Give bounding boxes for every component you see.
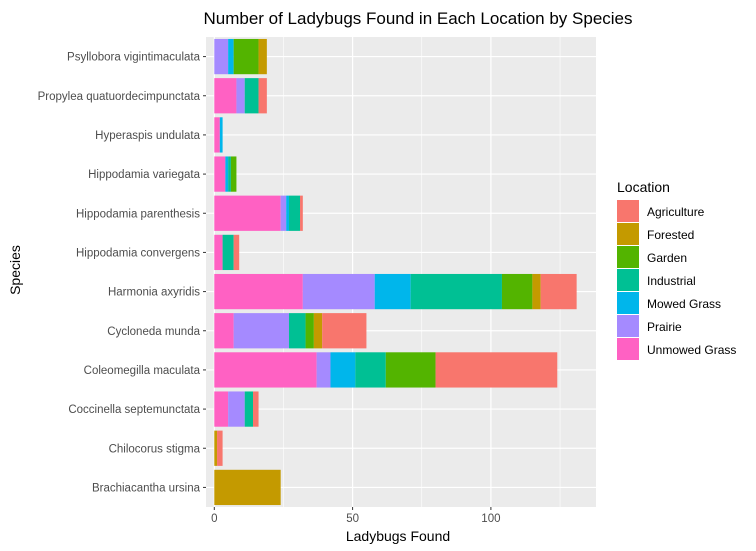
bar-segment (288, 313, 306, 349)
legend-label: Mowed Grass (647, 297, 721, 311)
bar-segment (300, 195, 303, 231)
bar-segment (313, 313, 323, 349)
y-axis-title: Species (7, 245, 23, 295)
bar-segment (244, 78, 259, 114)
bar-segment (305, 313, 314, 349)
bar-segment (217, 430, 223, 466)
bar-segment (410, 273, 502, 310)
bar-segment (288, 195, 301, 231)
bar-segment (230, 156, 237, 192)
bar-segment (228, 391, 245, 427)
bar-segment (233, 313, 289, 349)
bar-segment (286, 195, 289, 231)
bar-segment (330, 352, 356, 388)
y-tick-label: Harmonia axyridis (108, 287, 200, 299)
legend-label: Industrial (647, 274, 696, 288)
bar-segment (219, 117, 223, 153)
bar-segment (228, 156, 231, 192)
x-tick-label: 100 (481, 513, 500, 525)
x-tick-label: 50 (346, 513, 359, 525)
legend-label: Unmowed Grass (647, 343, 736, 357)
bar-segment (322, 313, 367, 349)
bar-segment (214, 273, 303, 310)
bar-segment (214, 469, 281, 506)
legend-label: Agriculture (647, 205, 705, 219)
legend-swatch (617, 246, 639, 268)
y-tick-label: Psyllobora vigintimaculata (67, 52, 201, 64)
chart-title: Number of Ladybugs Found in Each Locatio… (203, 9, 632, 28)
bar-segment (233, 38, 259, 75)
bar-segment (214, 352, 317, 388)
legend-swatch (617, 292, 639, 314)
bar-segment (501, 273, 533, 310)
bar-segment (233, 234, 240, 271)
bar-segment (253, 391, 259, 427)
bar-segment (302, 273, 375, 310)
legend-label: Prairie (647, 320, 682, 334)
y-tick-label: Hyperaspis undulata (95, 130, 200, 142)
bar-segment (258, 38, 267, 75)
y-tick-label: Cycloneda munda (107, 326, 200, 338)
legend-swatch (617, 269, 639, 291)
legend-swatch (617, 315, 639, 337)
bar-segment (214, 313, 234, 349)
bar-segment (258, 78, 267, 114)
bar-segment (236, 78, 245, 114)
bar-segment (228, 38, 234, 75)
legend-label: Forested (647, 228, 694, 242)
bar-segment (355, 352, 386, 388)
y-tick-label: Coleomegilla maculata (84, 365, 201, 377)
bar-segment (214, 430, 218, 466)
legend-swatch (617, 223, 639, 245)
x-tick-label: 0 (211, 513, 217, 525)
plot-panel (206, 37, 596, 507)
bar-segment (385, 352, 436, 388)
y-tick-label: Hippodamia variegata (88, 169, 200, 181)
legend-label: Garden (647, 251, 687, 265)
bar-segment (222, 234, 234, 271)
bar-segment (214, 195, 281, 231)
bar-segment (435, 352, 558, 388)
bar-segment (316, 352, 331, 388)
bar-segment (214, 391, 229, 427)
y-tick-label: Propylea quatuordecimpunctata (38, 91, 201, 103)
x-axis-title: Ladybugs Found (346, 528, 450, 544)
bar-segment (540, 273, 577, 310)
bar-segment (374, 273, 411, 310)
bar-segment (214, 38, 229, 75)
legend-title: Location (617, 179, 670, 195)
y-tick-label: Chilocorus stigma (109, 443, 201, 455)
bar-segment (225, 156, 229, 192)
y-tick-label: Hippodamia parenthesis (76, 208, 200, 220)
y-tick-label: Hippodamia convergens (76, 247, 200, 259)
bar-segment (532, 273, 541, 310)
legend-swatch (617, 200, 639, 222)
bar-segment (214, 117, 220, 153)
bar-segment (280, 195, 287, 231)
bar-segment (244, 391, 254, 427)
legend-swatch (617, 338, 639, 360)
bar-segment (214, 234, 223, 271)
bar-segment (214, 78, 237, 114)
y-tick-label: Coccinella septemunctata (68, 404, 200, 416)
bar-segment (214, 156, 226, 192)
y-tick-label: Brachiacantha ursina (92, 482, 201, 494)
